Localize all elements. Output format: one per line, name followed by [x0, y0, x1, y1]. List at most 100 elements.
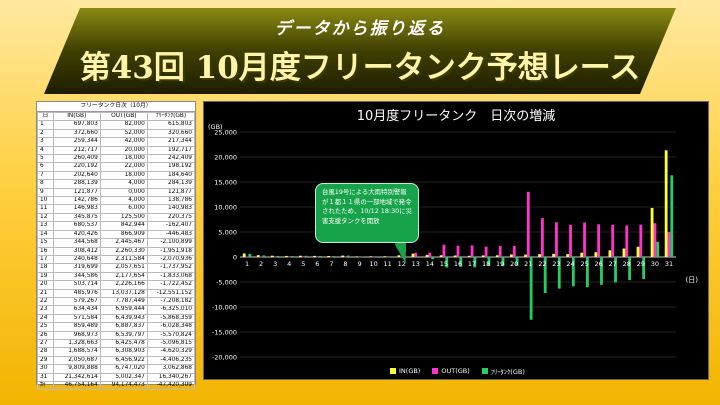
cell-in: 259,344: [52, 137, 101, 147]
table-row: 11 146,983 6,000 140,983: [37, 204, 196, 214]
header-in: IN(GB): [52, 111, 101, 122]
x-tick-label: 6: [315, 260, 319, 268]
cell-free-tank: -2,100,899: [146, 238, 196, 248]
cell-out: 4,000: [99, 179, 148, 189]
bar-in: [285, 255, 288, 257]
cell-day: 20: [37, 280, 54, 290]
bar-in: [453, 255, 457, 257]
x-tick-label: 24: [566, 260, 574, 268]
chart-plot: -20,000 -15,000 -10,000 -5,000 0 5,000 10,000 1…: [212, 129, 676, 362]
cell-free-tank: -6,325,010: [146, 305, 196, 315]
x-tick-label: 18: [482, 260, 490, 268]
cell-day: 12: [37, 212, 54, 223]
table-row: 29 2,050,687 6,456,922 -4,406,235: [37, 355, 196, 366]
cell-in: 260,409: [52, 154, 101, 164]
cell-day: 22: [37, 296, 54, 307]
legend-item-free-tank: ﾌﾘｰﾀﾝｸ(GB): [481, 366, 525, 376]
cell-day: 6: [37, 162, 54, 172]
cell-free-tank: 3,062,868: [146, 364, 196, 374]
bar-free-tank: [501, 257, 505, 267]
bar-out: [611, 224, 615, 257]
cell-day: 5: [37, 154, 54, 164]
cell-in: 579,267: [52, 296, 101, 307]
y-tick-label: 25,000: [214, 129, 237, 137]
chart-legend: IN(GB) OUT(GB) ﾌﾘｰﾀﾝｸ(GB): [390, 366, 525, 376]
cell-in: 9,809,888: [52, 364, 101, 374]
x-tick-label: 14: [426, 260, 434, 268]
bar-out: [315, 256, 319, 258]
cell-in: 142,786: [52, 196, 101, 206]
table-row: 6 220,192 22,000 198,192: [37, 162, 196, 172]
bar-in: [341, 255, 345, 257]
cell-day: 8: [37, 179, 54, 189]
cell-free-tank: -1,722,452: [146, 280, 196, 290]
bar-out: [330, 256, 333, 258]
cell-in: 571,584: [52, 313, 101, 324]
bar-out: [287, 256, 291, 258]
cell-in: 212,717: [52, 145, 101, 156]
x-tick-label: 28: [623, 260, 631, 268]
bar-free-tank: [543, 257, 547, 294]
bar-in: [299, 255, 302, 257]
table-row: 1 697,803 82,000 615,803: [37, 120, 196, 130]
cell-free-tank: -5,868,359: [146, 313, 196, 324]
bar-out: [540, 218, 544, 257]
cell-in: 344,586: [52, 271, 101, 282]
table-row: 9 121,877 0,000 121,877: [37, 187, 196, 198]
bar-free-tank: [360, 256, 364, 257]
cell-out: 22,000: [99, 162, 148, 172]
bar-free-tank: [304, 255, 308, 257]
bar-in: [256, 255, 260, 257]
bar-free-tank: [600, 257, 603, 285]
bar-in: [425, 254, 429, 257]
cell-day: 17: [37, 254, 54, 265]
cell-day: 24: [37, 313, 54, 324]
chart-title: 10月度フリータンク 日次の増減: [356, 109, 556, 124]
cell-day: 14: [37, 229, 54, 240]
bar-out: [442, 244, 446, 257]
cell-in: 420,426: [52, 229, 101, 240]
table-row: 23 634,434 6,959,444 -6,325,010: [37, 305, 196, 315]
x-tick-label: 20: [510, 260, 518, 268]
x-tick-label: 13: [412, 260, 420, 268]
x-tick-label: 30: [651, 260, 659, 268]
bar-out: [372, 256, 376, 258]
bar-out: [414, 252, 418, 257]
bar-in: [495, 255, 499, 257]
legend-label-free-tank: ﾌﾘｰﾀﾝｸ(GB): [490, 368, 525, 376]
banner-shape: [44, 8, 676, 94]
cell-in: 146,983: [52, 204, 101, 214]
cell-in: 344,568: [52, 238, 101, 248]
x-tick-label: 23: [552, 260, 560, 268]
table-row: 4 212,717 20,000 192,717: [37, 145, 196, 156]
bar-out: [667, 231, 671, 257]
cell-day: 2: [37, 128, 54, 139]
table-row: 17 240,648 2,311,584 -2,070,936: [37, 254, 196, 265]
cell-free-tank: -1,737,952: [146, 263, 196, 273]
x-tick-label: 8: [343, 260, 347, 268]
table-row: 27 1,328,663 6,425,478 -5,096,815: [37, 338, 196, 349]
table-row: 20 503,714 2,226,166 -1,722,452: [37, 280, 196, 290]
cell-in: 21,342,614: [52, 372, 101, 383]
table-row: 3 259,344 42,000 217,344: [37, 137, 196, 147]
bar-free-tank: [571, 257, 575, 287]
cell-out: 125,500: [99, 212, 148, 223]
cell-out: 4,000: [99, 196, 148, 206]
x-tick-label: 22: [538, 260, 546, 268]
bar-free-tank: [656, 241, 660, 257]
cell-free-tank: -12,551,152: [146, 288, 196, 298]
x-tick-label: 11: [384, 260, 392, 268]
x-tick-label: 21: [524, 260, 532, 268]
bar-free-tank: [276, 255, 280, 257]
cell-in: 859,489: [52, 322, 101, 332]
legend-swatch-in: [390, 368, 396, 374]
cell-day: 23: [37, 305, 54, 315]
cell-out: 6,539,797: [99, 330, 148, 340]
cell-in: 503,714: [52, 280, 101, 290]
cell-out: 82,000: [99, 120, 148, 130]
cell-free-tank: -4,406,235: [146, 355, 196, 366]
cell-out: 13,037,128: [99, 288, 148, 298]
cell-in: 288,139: [52, 179, 101, 189]
bar-free-tank: [529, 257, 533, 320]
cell-free-tank: 138,786: [146, 196, 196, 206]
